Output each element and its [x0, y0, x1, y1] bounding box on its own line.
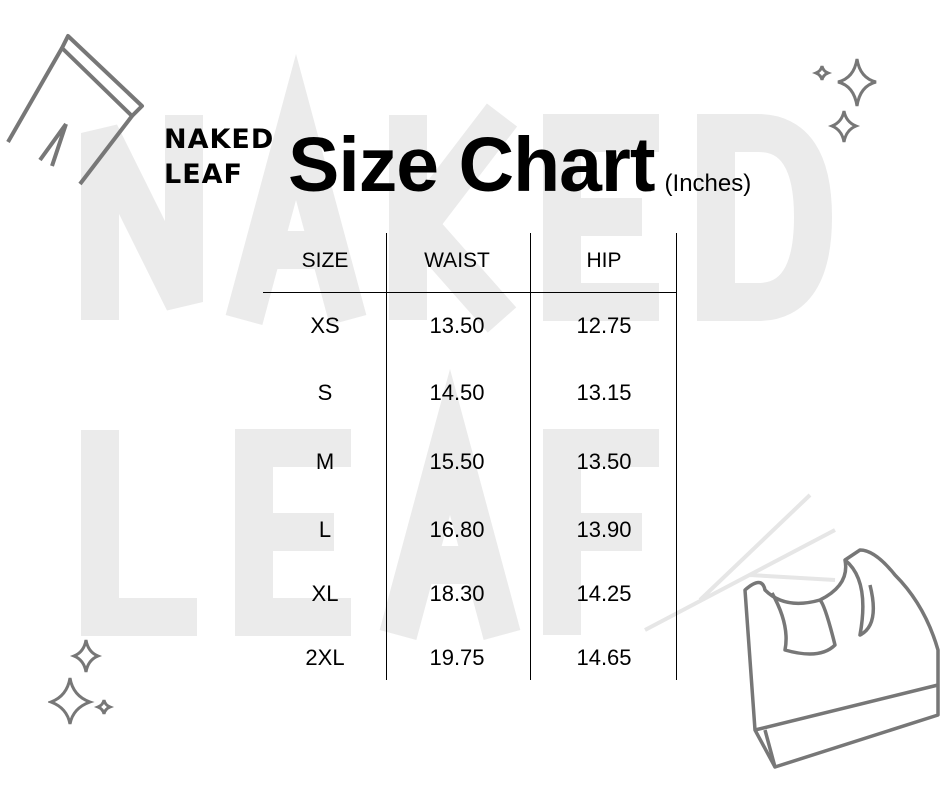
header-waist: WAIST	[424, 249, 490, 272]
cell-waist: 19.75	[429, 645, 485, 670]
cell-waist: 16.80	[429, 517, 485, 542]
cell-waist: 18.30	[429, 581, 485, 606]
cell-size: XS	[310, 313, 340, 338]
cell-waist: 14.50	[429, 380, 485, 405]
brand-line1: NAKED	[164, 124, 275, 155]
header-hip: HIP	[586, 249, 622, 272]
brand-logo: NAKED LEAF	[164, 122, 274, 192]
cell-hip: 13.90	[576, 517, 632, 542]
column-divider	[530, 233, 531, 680]
brand-line2: LEAF	[164, 159, 243, 190]
cell-hip: 14.65	[576, 645, 632, 670]
cell-size: 2XL	[305, 645, 345, 670]
header-size: SIZE	[301, 249, 349, 272]
column-divider	[386, 233, 387, 680]
cell-waist: 13.50	[429, 313, 485, 338]
leggings-icon	[6, 34, 144, 186]
cell-hip: 13.15	[576, 380, 632, 405]
cell-hip: 12.75	[576, 313, 632, 338]
cell-hip: 13.50	[576, 449, 632, 474]
cell-waist: 15.50	[429, 449, 485, 474]
sports-bra-icon	[743, 548, 940, 769]
column-divider	[676, 233, 677, 680]
header-divider	[263, 292, 676, 293]
cell-size: XL	[311, 581, 339, 606]
cell-hip: 14.25	[576, 581, 632, 606]
cell-size: M	[315, 449, 335, 474]
unit-label: (Inches)	[664, 170, 752, 197]
title-row: Size Chart (Inches)	[288, 120, 751, 210]
cell-size: L	[318, 517, 332, 542]
cell-size: S	[317, 380, 333, 405]
sparkles-icon	[812, 58, 877, 143]
sparkles-icon	[48, 639, 115, 725]
page-title: Size Chart	[288, 122, 656, 208]
